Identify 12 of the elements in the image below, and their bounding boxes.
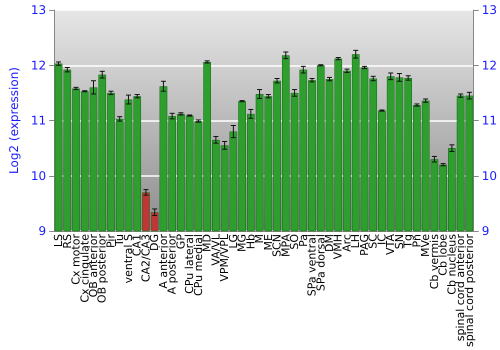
y-tick-label: 9 — [38, 224, 46, 238]
y2-tick-label: 12 — [482, 58, 498, 72]
y2-tick-label: 10 — [482, 168, 498, 183]
y2-tick-label: 9 — [482, 224, 490, 238]
y-axis-title: Log2 (expression) — [7, 67, 21, 174]
x-tick-label: A posterior — [166, 234, 179, 294]
y-tick-label: 10 — [30, 168, 46, 183]
y-tick-label: 12 — [30, 58, 46, 72]
y-tick-label: 13 — [30, 3, 46, 17]
y2-tick-label: 11 — [482, 114, 498, 128]
y2-tick-label: 13 — [482, 3, 498, 17]
y-tick-label: 11 — [30, 114, 46, 128]
